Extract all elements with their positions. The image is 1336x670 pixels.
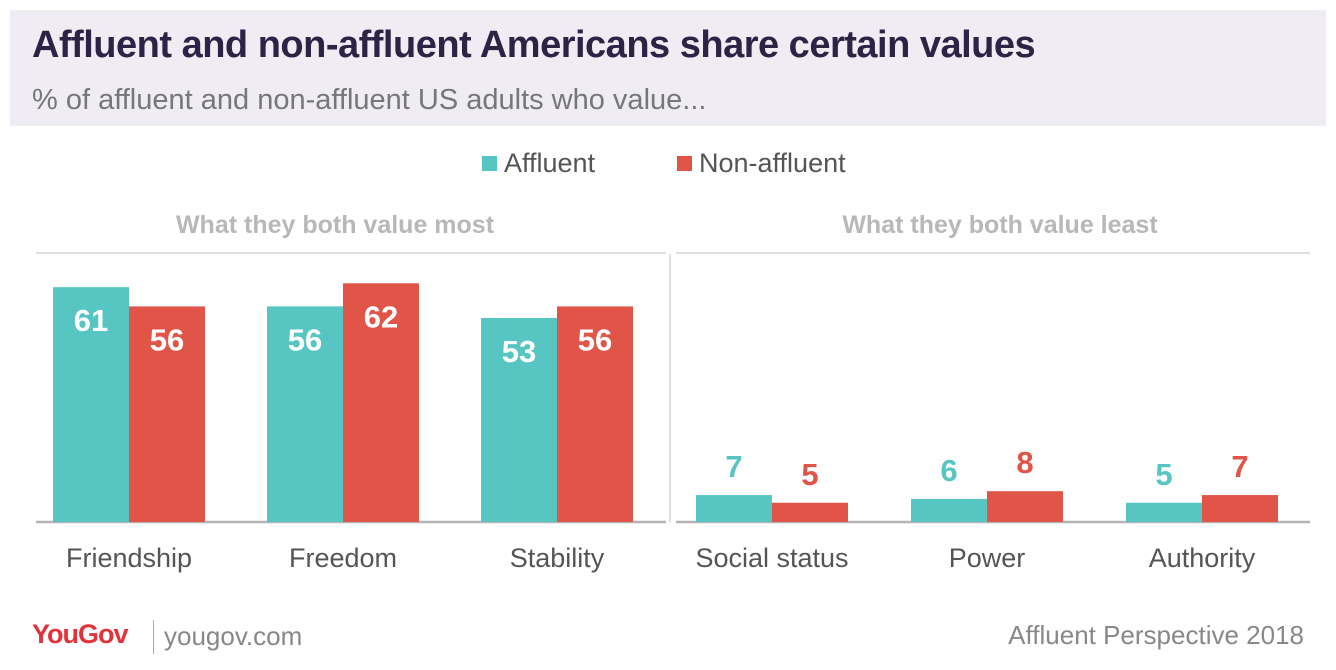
data-label-non-affluent-authority: 7 <box>1231 449 1248 484</box>
data-label-affluent-authority: 5 <box>1155 457 1172 492</box>
data-label-non-affluent-friendship: 56 <box>150 322 184 357</box>
category-label-freedom: Freedom <box>289 543 397 573</box>
category-label-social-status: Social status <box>695 543 848 573</box>
legend-label-non-affluent: Non-affluent <box>699 147 846 178</box>
chart-title: Affluent and non-affluent Americans shar… <box>32 24 1036 66</box>
footer-divider <box>153 620 154 654</box>
legend-item-affluent: Affluent <box>482 146 595 180</box>
data-label-affluent-stability: 53 <box>502 334 536 369</box>
chart-subtitle: % of affluent and non-affluent US adults… <box>32 84 707 116</box>
bar-chart: What they both value most6156Friendship5… <box>36 211 1310 573</box>
footer-source: Affluent Perspective 2018 <box>1008 620 1304 650</box>
data-label-affluent-friendship: 61 <box>74 303 108 338</box>
category-label-authority: Authority <box>1149 543 1256 573</box>
data-label-non-affluent-freedom: 62 <box>364 299 398 334</box>
legend-item-non-affluent: Non-affluent <box>677 146 846 180</box>
bar-non-affluent-friendship <box>129 306 205 522</box>
bar-non-affluent-stability <box>557 306 633 522</box>
bar-affluent-social-status <box>696 495 772 522</box>
category-label-power: Power <box>949 543 1026 573</box>
header: Affluent and non-affluent Americans shar… <box>10 10 1326 126</box>
data-label-affluent-social-status: 7 <box>725 449 742 484</box>
category-label-stability: Stability <box>510 543 605 573</box>
bar-non-affluent-social-status <box>772 502 848 522</box>
legend: Affluent Non-affluent <box>0 146 1336 180</box>
bar-non-affluent-freedom <box>343 283 419 522</box>
bar-affluent-authority <box>1126 502 1202 522</box>
bar-non-affluent-authority <box>1202 495 1278 522</box>
legend-swatch-affluent <box>482 155 497 171</box>
bar-affluent-freedom <box>267 306 343 522</box>
bar-affluent-power <box>911 498 987 522</box>
data-label-non-affluent-social-status: 5 <box>801 457 818 492</box>
footer-url: yougov.com <box>164 621 303 651</box>
legend-label-affluent: Affluent <box>504 147 596 178</box>
bar-affluent-stability <box>481 317 557 522</box>
bar-non-affluent-power <box>987 491 1063 522</box>
data-label-affluent-freedom: 56 <box>288 322 322 357</box>
data-label-non-affluent-power: 8 <box>1016 445 1033 480</box>
category-label-friendship: Friendship <box>66 543 192 573</box>
legend-swatch-non-affluent <box>677 155 692 171</box>
bar-affluent-friendship <box>53 287 129 522</box>
section-label-least: What they both value least <box>842 211 1158 239</box>
data-label-non-affluent-stability: 56 <box>578 322 612 357</box>
data-label-affluent-power: 6 <box>940 453 957 488</box>
yougov-logo: YouGov <box>32 619 129 649</box>
section-label-most: What they both value most <box>176 211 495 239</box>
